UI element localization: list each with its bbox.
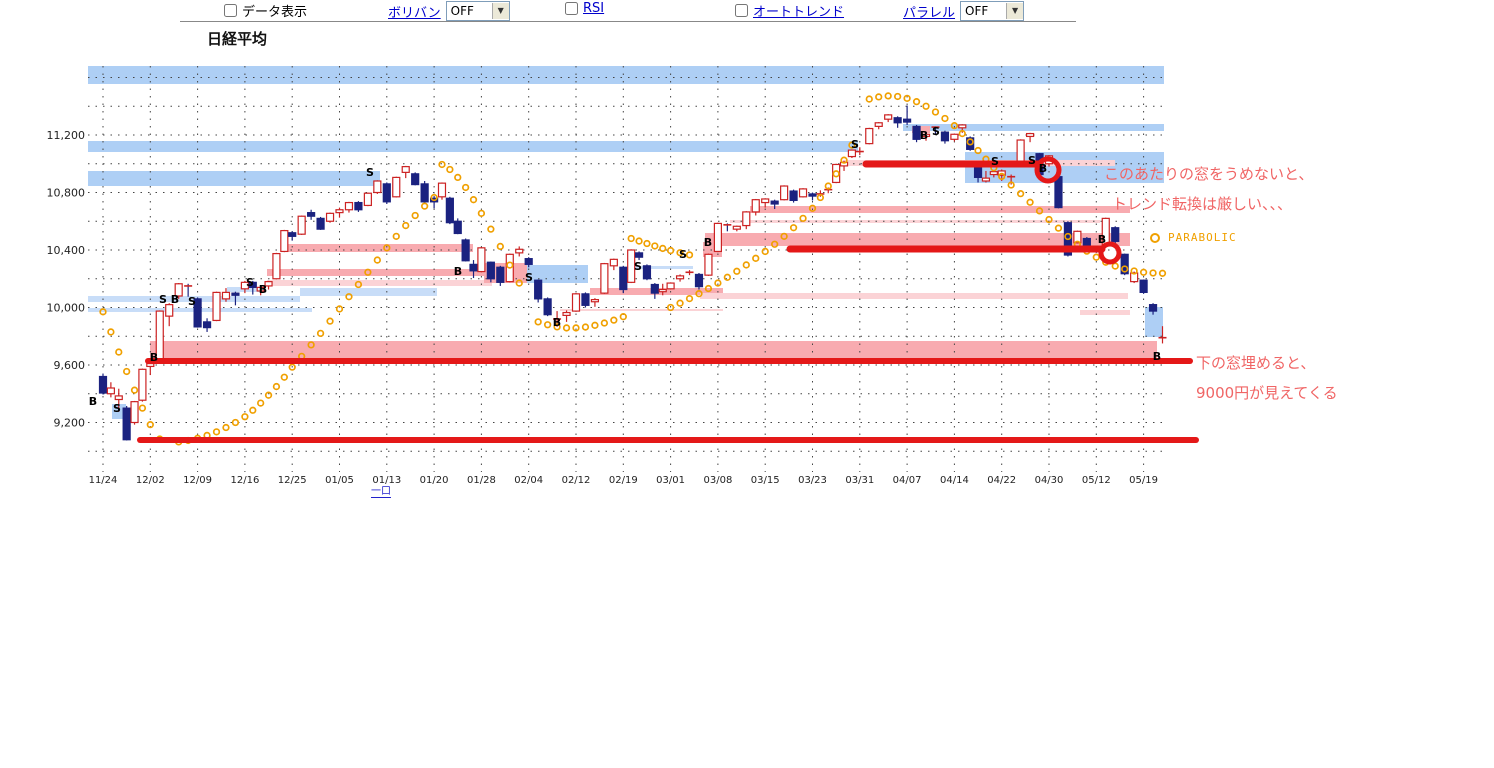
parallel-select-value: OFF	[965, 4, 989, 18]
bollinger-select-value: OFF	[450, 4, 474, 18]
svg-text:B: B	[171, 293, 179, 306]
svg-text:12/09: 12/09	[183, 475, 212, 486]
svg-text:05/19: 05/19	[1129, 475, 1158, 486]
svg-text:B: B	[259, 283, 267, 296]
svg-text:12/02: 12/02	[136, 475, 165, 486]
svg-text:11/24: 11/24	[89, 475, 118, 486]
svg-text:S: S	[634, 260, 642, 273]
svg-text:01/05: 01/05	[325, 475, 354, 486]
parabolic-legend: PARABOLIC	[1150, 231, 1237, 244]
svg-text:S: S	[113, 402, 121, 415]
svg-text:B: B	[553, 316, 561, 329]
rsi-link[interactable]: RSI	[583, 1, 605, 16]
autotrend-checkbox[interactable]	[735, 4, 748, 17]
svg-text:01/28: 01/28	[467, 475, 496, 486]
svg-text:S: S	[188, 295, 196, 308]
toolbar: データ表示 ボリバン OFF ▼ RSI オートトレンド パラレル OFF ▼	[0, 0, 1494, 21]
svg-text:03/15: 03/15	[751, 475, 780, 486]
annotation-window-warning-line2: トレンド転換は厳しい、、、	[1112, 195, 1293, 213]
parallel-select[interactable]: OFF ▼	[960, 1, 1025, 21]
svg-text:10,400: 10,400	[47, 244, 86, 257]
autotrend-control: オートトレンド	[735, 1, 844, 20]
autotrend-link[interactable]: オートトレンド	[753, 5, 845, 20]
svg-text:S: S	[1028, 154, 1036, 167]
svg-text:S: S	[679, 248, 687, 261]
svg-text:11,200: 11,200	[47, 129, 86, 142]
svg-text:12/25: 12/25	[278, 475, 307, 486]
svg-text:9,200: 9,200	[54, 417, 86, 430]
parabolic-dot-icon	[1150, 232, 1160, 243]
svg-text:S: S	[246, 276, 254, 289]
svg-text:B: B	[704, 236, 712, 249]
svg-text:04/22: 04/22	[987, 475, 1016, 486]
data-display-control: データ表示	[224, 1, 307, 20]
svg-text:04/07: 04/07	[893, 475, 922, 486]
annotation-window-warning-line1: このあたりの窓をうめないと、	[1104, 165, 1314, 183]
parallel-link[interactable]: パラレル	[903, 5, 956, 21]
svg-text:S: S	[159, 293, 167, 306]
svg-text:02/12: 02/12	[562, 475, 591, 486]
svg-text:03/01: 03/01	[656, 475, 685, 486]
svg-text:01/20: 01/20	[420, 475, 449, 486]
chart-area: 11/24 12/02 12/09 12/16 12/25 01/05 01/13 01/20…	[47, 66, 1199, 486]
svg-text:B: B	[150, 351, 158, 364]
bollinger-link[interactable]: ボリバン	[388, 5, 441, 21]
svg-text:04/14: 04/14	[940, 475, 969, 486]
parallel-control: パラレル OFF ▼	[903, 1, 1025, 21]
svg-text:9,600: 9,600	[54, 359, 86, 372]
svg-text:10,000: 10,000	[47, 302, 86, 315]
svg-text:B: B	[89, 395, 97, 408]
bollinger-select[interactable]: OFF ▼	[445, 1, 510, 21]
page-title: 日経平均	[207, 30, 268, 48]
parabolic-legend-label: PARABOLIC	[1168, 231, 1237, 244]
svg-text:02/04: 02/04	[514, 475, 543, 486]
svg-text:12/16: 12/16	[230, 475, 259, 486]
svg-text:10,800: 10,800	[47, 187, 86, 200]
bollinger-control: ボリバン OFF ▼	[388, 1, 510, 21]
rsi-control: RSI	[565, 1, 604, 16]
annotation-lower-window-line1: 下の窓埋めると、	[1196, 354, 1316, 372]
svg-text:B: B	[920, 129, 928, 142]
data-display-label: データ表示	[242, 5, 308, 20]
svg-text:S: S	[851, 138, 859, 151]
svg-text:03/08: 03/08	[703, 475, 732, 486]
svg-text:B: B	[1098, 233, 1106, 246]
svg-text:S: S	[366, 166, 374, 179]
svg-text:B: B	[454, 265, 462, 278]
svg-text:S: S	[932, 125, 940, 138]
svg-text:S: S	[525, 271, 533, 284]
chevron-down-icon: ▼	[491, 3, 509, 19]
svg-text:04/30: 04/30	[1035, 475, 1064, 486]
svg-text:01/13: 01/13	[372, 475, 401, 486]
svg-text:03/23: 03/23	[798, 475, 827, 486]
svg-text:B: B	[1039, 162, 1047, 175]
svg-text:B: B	[1153, 350, 1161, 363]
svg-text:S: S	[991, 155, 999, 168]
data-display-checkbox[interactable]	[224, 4, 237, 17]
svg-text:03/31: 03/31	[845, 475, 874, 486]
toolbar-separator	[180, 21, 1076, 22]
price-chart: 11/24 12/02 12/09 12/16 12/25 01/05 01/13 01/20…	[47, 66, 1199, 486]
svg-text:05/12: 05/12	[1082, 475, 1111, 486]
mini-chart-link[interactable]: 一口	[371, 486, 391, 498]
svg-text:02/19: 02/19	[609, 475, 638, 486]
rsi-checkbox[interactable]	[565, 2, 578, 15]
chevron-down-icon: ▼	[1006, 3, 1024, 19]
annotation-lower-window-line2: 9000円が見えてくる	[1196, 384, 1338, 402]
